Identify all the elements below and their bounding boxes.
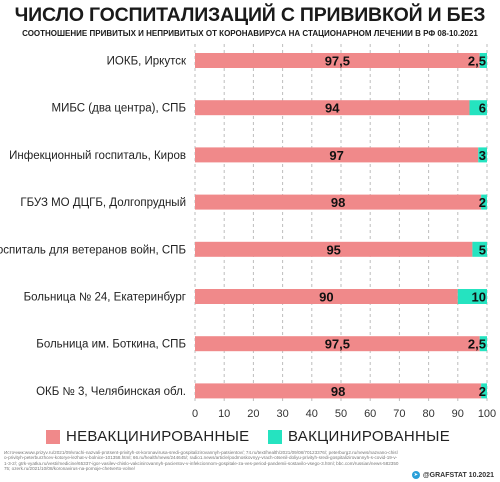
value-label-vaccinated-7: 2 — [479, 384, 486, 399]
category-label-2: Инфекционный госпиталь, Киров — [9, 150, 186, 162]
value-label-unvaccinated-7: 98 — [331, 384, 345, 399]
value-label-vaccinated-6: 2,5 — [468, 337, 486, 352]
chart-title: ЧИСЛО ГОСПИТАЛИЗАЦИЙ С ПРИВИВКОЙ И БЕЗ — [14, 4, 486, 26]
value-label-unvaccinated-1: 94 — [325, 101, 340, 116]
hospitalization-bar-chart: 0 10 20 30 40 50 60 70 80 90 100 ИОКБ, Иркутск 97,5 2… — [0, 44, 496, 420]
category-label-1: МИБС (два центра), СПБ — [52, 103, 186, 115]
chart-subtitle: СООТНОШЕНИЕ ПРИВИТЫХ И НЕПРИВИТЫХ ОТ КОР… — [22, 29, 478, 38]
value-label-unvaccinated-3: 98 — [331, 195, 345, 210]
bar-vaccinated-2 — [478, 147, 487, 163]
category-label-0: ИОКБ, Иркутск — [107, 56, 187, 68]
value-label-unvaccinated-4: 95 — [326, 242, 340, 257]
category-label-7: ОКБ № 3, Челябинская обл. — [36, 386, 186, 398]
brand-label: @GRAFSTAT 10.2021 — [422, 471, 494, 479]
bar-unvaccinated-2 — [195, 147, 479, 163]
category-label-4: Госпиталь для ветеранов войн, СПБ — [0, 244, 186, 256]
bar-vaccinated-7 — [481, 383, 487, 399]
bar-vaccinated-4 — [472, 241, 487, 257]
x-tick-label-80: 80 — [422, 408, 434, 420]
brand-credit: ➤ @GRAFSTAT 10.2021 — [411, 471, 494, 479]
value-label-vaccinated-4: 5 — [479, 242, 486, 257]
value-label-unvaccinated-2: 97 — [329, 148, 343, 163]
legend-swatch-unvaccinated — [46, 429, 60, 444]
bar-vaccinated-0 — [479, 53, 487, 68]
x-tick-label-40: 40 — [306, 408, 318, 420]
category-label-5: Больница № 24, Екатеринбург — [24, 292, 186, 304]
value-label-vaccinated-2: 3 — [479, 148, 486, 163]
value-label-vaccinated-3: 2 — [479, 195, 486, 210]
category-label-3: ГБУЗ МО ДЦГБ, Долгопрудный — [20, 197, 186, 209]
legend-item-unvaccinated: НЕВАКЦИНИРОВАННЫЕ — [46, 428, 249, 445]
x-tick-label-100: 100 — [478, 408, 496, 420]
x-tick-label-10: 10 — [218, 408, 230, 420]
bar-vaccinated-5 — [457, 289, 487, 304]
value-label-unvaccinated-6: 97,5 — [325, 337, 350, 352]
bar-unvaccinated-0 — [195, 53, 480, 68]
bar-vaccinated-1 — [469, 100, 487, 116]
x-tick-label-70: 70 — [393, 408, 405, 420]
category-label-6: Больница им. Боткина, СПБ — [36, 339, 186, 351]
value-label-unvaccinated-0: 97,5 — [325, 54, 350, 69]
x-tick-label-20: 20 — [247, 408, 259, 420]
x-tick-label-30: 30 — [276, 408, 288, 420]
legend-label-vaccinated: ВАКЦИНИРОВАННЫЕ — [288, 428, 451, 445]
x-tick-label-0: 0 — [192, 408, 198, 420]
legend: НЕВАКЦИНИРОВАННЫЕ ВАКЦИНИРОВАННЫЕ — [0, 428, 500, 452]
legend-swatch-vaccinated — [268, 429, 282, 444]
bar-unvaccinated-1 — [195, 100, 470, 116]
bar-vaccinated-3 — [481, 194, 487, 210]
x-tick-label-60: 60 — [364, 408, 376, 420]
value-label-vaccinated-1: 6 — [479, 101, 486, 116]
legend-label-unvaccinated: НЕВАКЦИНИРОВАННЫЕ — [66, 428, 250, 445]
bar-unvaccinated-4 — [195, 241, 473, 257]
x-tick-label-50: 50 — [335, 408, 347, 420]
sources-text: Источник:www.prizyv.ru/2021/09/vrachi-na… — [4, 450, 399, 471]
telegram-icon: ➤ — [411, 471, 420, 479]
bar-unvaccinated-7 — [195, 383, 482, 399]
bar-vaccinated-6 — [479, 336, 487, 352]
legend-item-vaccinated: ВАКЦИНИРОВАННЫЕ — [268, 428, 450, 445]
bar-unvaccinated-3 — [195, 194, 482, 210]
x-tick-label-90: 90 — [452, 408, 464, 420]
bar-unvaccinated-5 — [195, 289, 458, 304]
bar-unvaccinated-6 — [195, 336, 480, 352]
value-label-unvaccinated-5: 90 — [319, 290, 333, 305]
value-label-vaccinated-0: 2,5 — [468, 54, 486, 69]
value-label-vaccinated-5: 10 — [472, 290, 486, 305]
